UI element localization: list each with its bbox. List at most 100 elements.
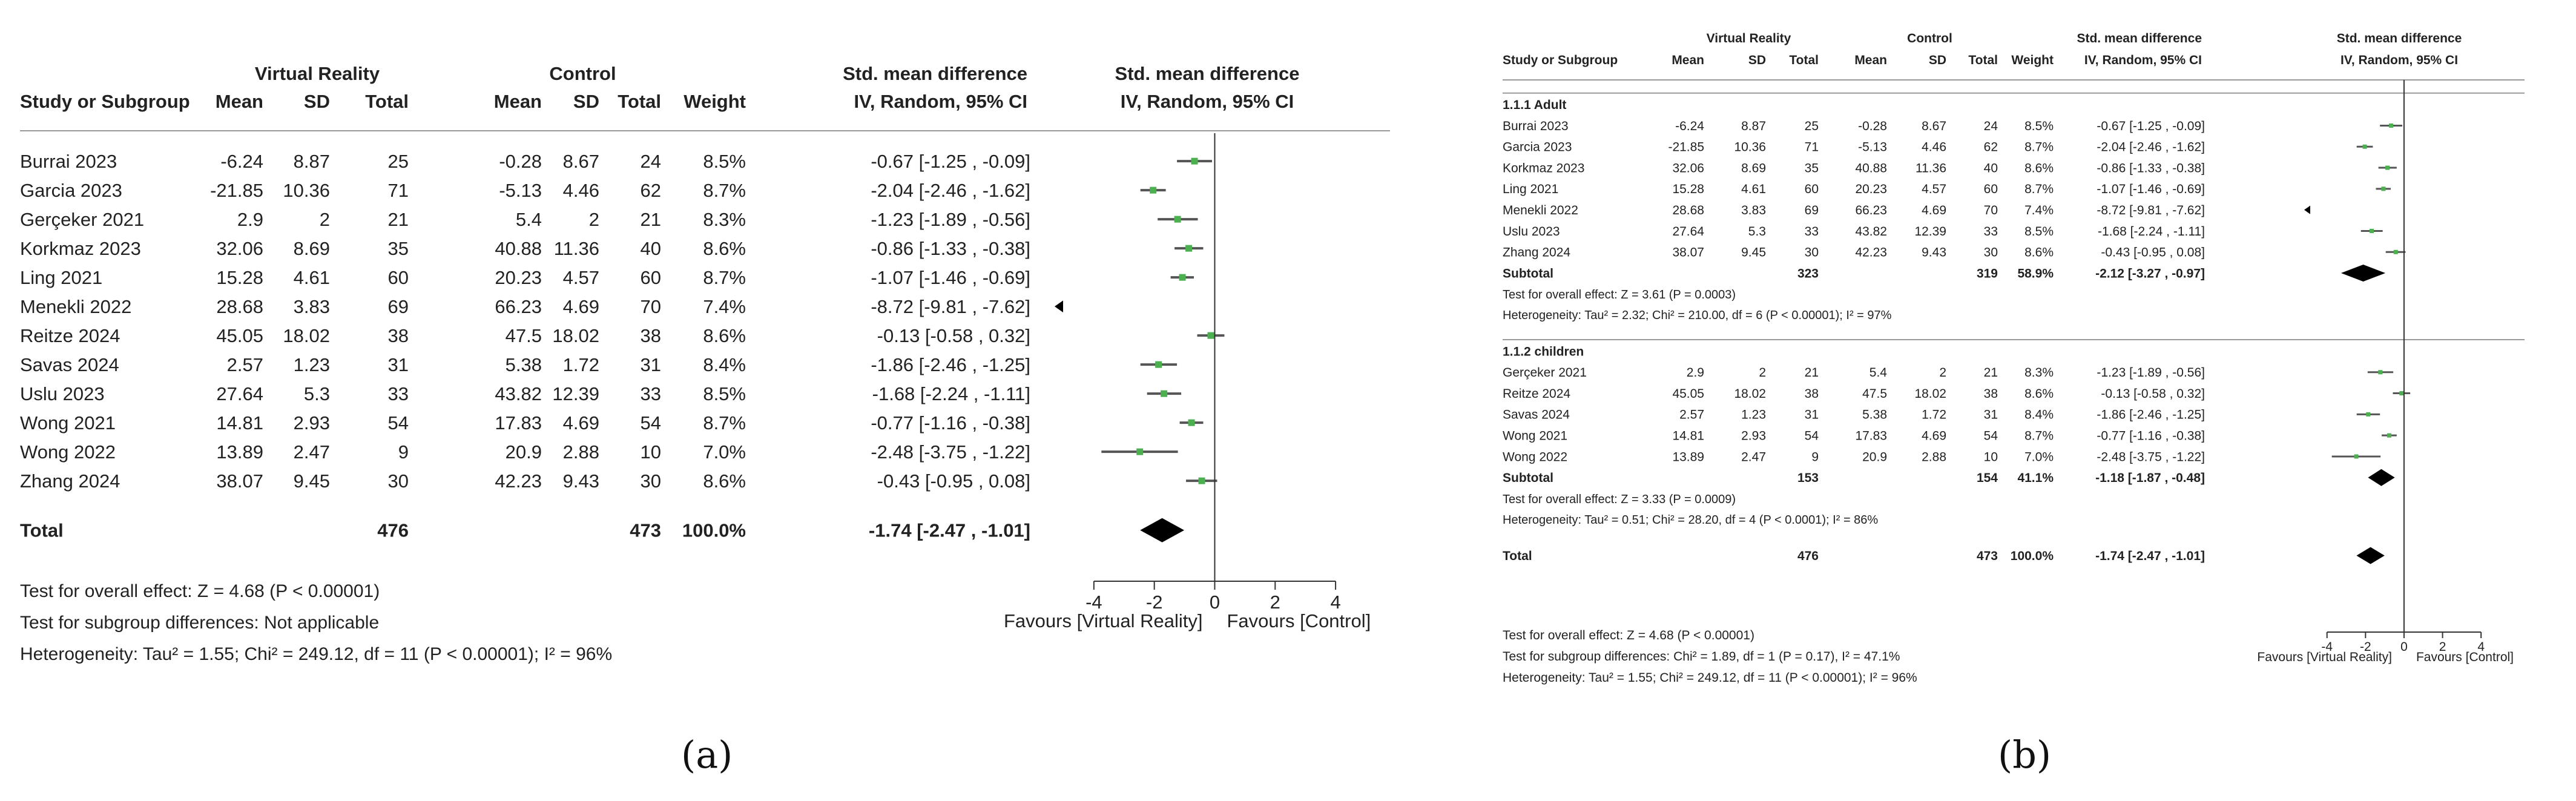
control-total: 31 <box>641 354 661 375</box>
footnote: Heterogeneity: Tau² = 1.55; Chi² = 249.1… <box>20 644 612 664</box>
control-mean: -5.13 <box>1858 140 1887 154</box>
total-vr-total: 476 <box>1797 549 1819 563</box>
vr-sd: 9.45 <box>294 470 330 492</box>
study-ci: -1.23 [-1.89 , -0.56] <box>871 209 1030 230</box>
control-mean: -5.13 <box>499 180 542 201</box>
vr-mean: 14.81 <box>1672 429 1704 443</box>
study-weight: 8.3% <box>2024 366 2054 380</box>
control-total: 40 <box>1984 161 1998 175</box>
favours-left-label: Favours [Virtual Reality] <box>1004 610 1203 631</box>
control-sd: 2 <box>589 209 599 230</box>
study-label: Uslu 2023 <box>1503 225 1560 239</box>
study-weight: 7.4% <box>2024 203 2054 217</box>
study-label: Reitze 2024 <box>1503 387 1570 401</box>
vr-mean: 28.68 <box>216 296 263 317</box>
control-sd: 2.88 <box>563 441 599 463</box>
control-total: 40 <box>641 238 661 259</box>
vr-sd: 8.69 <box>294 238 330 259</box>
control-mean: 43.82 <box>1855 225 1887 239</box>
study-ci: -8.72 [-9.81 , -7.62] <box>2097 203 2205 217</box>
total-control-total: 473 <box>630 520 661 541</box>
study-point <box>2387 433 2391 438</box>
study-weight: 8.6% <box>703 470 746 492</box>
vr-total: 35 <box>388 238 409 259</box>
control-mean: 47.5 <box>1862 387 1887 401</box>
header-study: Study or Subgroup <box>1503 53 1618 67</box>
control-total: 31 <box>1984 408 1998 422</box>
x-tick-label: 4 <box>1330 592 1340 613</box>
header-mean-control: Mean <box>494 91 542 112</box>
study-point <box>1207 332 1214 339</box>
study-weight: 8.7% <box>703 267 746 288</box>
header-study: Study or Subgroup <box>20 91 190 112</box>
vr-total: 38 <box>1805 387 1819 401</box>
control-total: 38 <box>1984 387 1998 401</box>
control-mean: 5.38 <box>506 354 542 375</box>
header-ci-plot: IV, Random, 95% CI <box>2340 53 2458 67</box>
study-ci: -0.67 [-1.25 , -0.09] <box>2097 119 2205 133</box>
vr-sd: 8.87 <box>294 151 330 172</box>
control-mean: 20.23 <box>495 267 542 288</box>
study-weight: 7.0% <box>703 441 746 463</box>
vr-sd: 8.69 <box>1741 161 1766 175</box>
subtotal-control-total: 154 <box>1977 471 1998 485</box>
control-sd: 2 <box>1939 366 1946 380</box>
subtotal-diamond <box>2368 469 2395 486</box>
vr-sd: 5.3 <box>304 383 330 404</box>
vr-mean: 2.9 <box>237 209 263 230</box>
control-total: 60 <box>1984 182 1998 196</box>
vr-sd: 9.45 <box>1741 246 1766 260</box>
subtotal-weight: 58.9% <box>2017 266 2054 280</box>
study-offscale-arrow <box>1055 300 1063 312</box>
study-ci: -1.86 [-2.46 , -1.25] <box>2097 408 2205 422</box>
vr-total: 71 <box>1805 140 1819 154</box>
control-mean: 43.82 <box>495 383 542 404</box>
control-sd: 1.72 <box>563 354 599 375</box>
vr-sd: 8.87 <box>1741 119 1766 133</box>
control-mean: 20.9 <box>1862 450 1887 464</box>
subgroup-heading: 1.1.1 Adult <box>1503 98 1566 112</box>
vr-total: 30 <box>388 470 409 492</box>
header-ci: IV, Random, 95% CI <box>2084 53 2202 67</box>
study-weight: 8.7% <box>2024 429 2054 443</box>
control-sd: 4.57 <box>1922 182 1946 196</box>
total-vr-total: 476 <box>377 520 409 541</box>
control-sd: 11.36 <box>554 238 599 259</box>
study-ci: -1.07 [-1.46 , -0.69] <box>2097 182 2205 196</box>
control-mean: 42.23 <box>495 470 542 492</box>
vr-total: 60 <box>1805 182 1819 196</box>
header-sd-vr: SD <box>304 91 330 112</box>
header-ci-plot: IV, Random, 95% CI <box>1121 91 1294 112</box>
study-weight: 8.4% <box>2024 408 2054 422</box>
control-sd: 12.39 <box>552 383 599 404</box>
study-label: Wong 2021 <box>20 412 116 433</box>
study-point <box>2370 228 2374 233</box>
control-total: 54 <box>641 412 661 433</box>
footnote: Heterogeneity: Tau² = 1.55; Chi² = 249.1… <box>1503 671 1917 685</box>
control-mean: 17.83 <box>1855 429 1887 443</box>
x-tick-label: -4 <box>1085 592 1102 613</box>
study-label: Menekli 2022 <box>20 296 131 317</box>
study-ci: -0.43 [-0.95 , 0.08] <box>877 470 1030 492</box>
study-weight: 8.5% <box>2024 225 2054 239</box>
study-label: Savas 2024 <box>20 354 119 375</box>
control-total: 70 <box>1984 203 1998 217</box>
control-total: 10 <box>641 441 661 463</box>
vr-sd: 10.36 <box>283 180 330 201</box>
study-point <box>2366 412 2371 417</box>
vr-sd: 2.47 <box>294 441 330 463</box>
vr-mean: 14.81 <box>216 412 263 433</box>
subtotal-label: Subtotal <box>1503 471 1553 485</box>
control-total: 21 <box>1984 366 1998 380</box>
study-ci: -1.68 [-2.24 , -1.11] <box>872 383 1030 404</box>
vr-total: 21 <box>1805 366 1819 380</box>
vr-sd: 4.61 <box>1741 182 1766 196</box>
vr-mean: -6.24 <box>220 151 263 172</box>
vr-sd: 2.93 <box>1741 429 1766 443</box>
x-tick-label: -4 <box>2321 640 2333 654</box>
control-mean: 42.23 <box>1855 246 1887 260</box>
vr-total: 69 <box>388 296 409 317</box>
vr-total: 9 <box>1811 450 1819 464</box>
control-mean: 20.9 <box>506 441 542 463</box>
study-ci: -0.77 [-1.16 , -0.38] <box>2097 429 2205 443</box>
